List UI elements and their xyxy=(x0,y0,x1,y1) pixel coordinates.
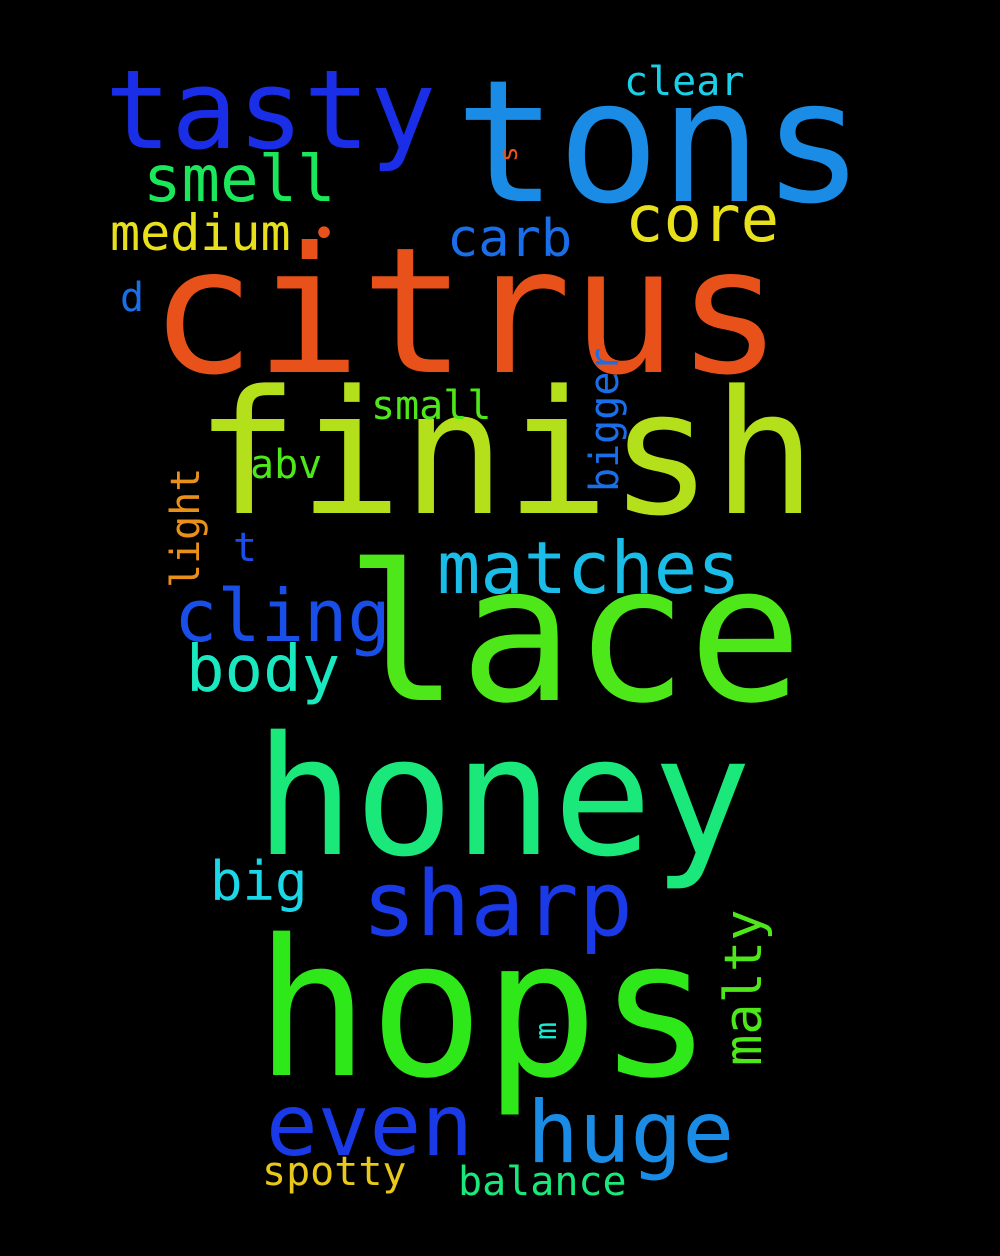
word-even: even xyxy=(266,1076,474,1176)
word-citrus: citrus xyxy=(150,211,783,414)
word-finish: finish xyxy=(195,353,817,554)
word-m: m xyxy=(529,1021,564,1040)
word-malty: malty xyxy=(714,909,774,1066)
word-matches: matches xyxy=(437,526,741,610)
word-sharp: sharp xyxy=(362,852,633,957)
word-huge: huge xyxy=(527,1083,735,1183)
word-s: s xyxy=(494,146,524,162)
word-small: small xyxy=(371,383,492,429)
word-big: big xyxy=(210,850,308,913)
word-dot: • xyxy=(312,211,337,257)
word-spotty: spotty xyxy=(262,1149,407,1195)
word-abv: abv xyxy=(250,442,323,488)
word-smell: smell xyxy=(143,143,336,217)
word-hops: hops xyxy=(255,899,713,1120)
word-tasty: tasty xyxy=(105,46,437,174)
word-light: light xyxy=(163,467,209,588)
word-cling: cling xyxy=(174,574,391,658)
word-t: t xyxy=(233,525,258,571)
word-clear: clear xyxy=(624,59,745,105)
word-balance: balance xyxy=(458,1159,627,1205)
word-d: d xyxy=(120,275,145,321)
word-tons: tons xyxy=(455,44,865,242)
word-body: body xyxy=(186,633,341,707)
word-core: core xyxy=(625,183,780,257)
word-honey: honey xyxy=(255,701,752,893)
word-medium: medium xyxy=(110,204,291,262)
word-bigger: bigger xyxy=(582,347,628,493)
word-carb: carb xyxy=(447,209,573,269)
word-lace: lace xyxy=(345,524,803,745)
